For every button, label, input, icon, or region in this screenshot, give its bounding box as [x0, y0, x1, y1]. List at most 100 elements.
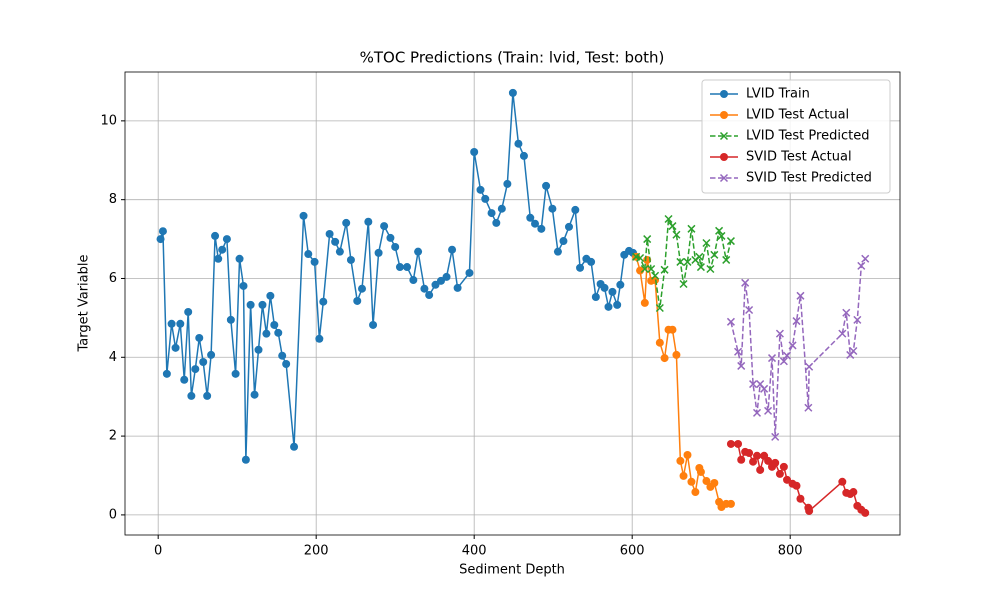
point	[409, 276, 418, 285]
point	[764, 406, 773, 415]
point	[346, 255, 355, 264]
point	[726, 499, 735, 508]
x-tick-label: 600	[620, 544, 645, 559]
point	[651, 271, 660, 280]
point	[369, 320, 378, 329]
point	[465, 268, 474, 277]
point	[643, 235, 652, 244]
point	[734, 439, 743, 448]
point	[782, 351, 792, 360]
point	[290, 442, 299, 451]
point	[492, 218, 501, 227]
point	[679, 279, 688, 289]
point	[176, 319, 185, 328]
point	[683, 451, 692, 460]
point	[470, 147, 479, 156]
point	[676, 456, 685, 465]
point	[687, 477, 696, 486]
point	[764, 456, 773, 465]
point	[695, 252, 704, 261]
x-tick-label: 400	[462, 544, 487, 559]
point	[749, 380, 758, 389]
point	[710, 478, 719, 487]
legend-marker	[720, 153, 728, 161]
legend-label: LVID Test Predicted	[746, 129, 869, 144]
point	[676, 257, 685, 266]
point	[241, 455, 250, 464]
point	[158, 227, 167, 236]
point	[167, 319, 176, 328]
legend-box	[701, 79, 891, 194]
point	[304, 250, 313, 259]
point	[838, 329, 847, 338]
point	[668, 325, 677, 334]
point	[849, 346, 858, 356]
point	[442, 272, 451, 281]
y-tick-label: 10	[100, 113, 117, 128]
point	[553, 247, 562, 256]
point	[805, 362, 814, 371]
point	[771, 458, 780, 467]
y-tick-label: 0	[109, 507, 117, 522]
point	[226, 315, 235, 324]
point	[191, 365, 200, 374]
point	[335, 247, 344, 256]
point	[636, 253, 645, 263]
point	[559, 237, 568, 246]
point	[218, 245, 227, 254]
point	[706, 264, 715, 274]
point	[715, 226, 724, 235]
point	[425, 291, 434, 300]
point	[604, 302, 613, 311]
point	[587, 257, 596, 266]
point	[842, 308, 851, 317]
point	[792, 481, 801, 490]
point	[299, 211, 308, 220]
point	[342, 218, 351, 227]
point	[853, 315, 862, 324]
point	[487, 209, 496, 218]
legend-label: SVID Test Predicted	[746, 171, 872, 186]
point	[660, 354, 669, 363]
point	[162, 369, 171, 378]
point	[184, 307, 193, 316]
point	[734, 347, 743, 356]
x-axis-label: Sediment Depth	[459, 563, 565, 578]
point	[672, 230, 681, 239]
point	[760, 384, 769, 393]
point	[391, 242, 400, 251]
point	[655, 338, 664, 347]
point	[775, 329, 784, 338]
point	[696, 263, 705, 272]
point	[788, 341, 797, 350]
point	[187, 391, 196, 400]
point	[672, 350, 681, 359]
point	[395, 263, 404, 272]
point	[613, 300, 622, 309]
legend-label: SVID Test Actual	[746, 150, 852, 165]
point	[726, 237, 735, 246]
point	[211, 231, 220, 240]
point	[437, 276, 446, 285]
point	[526, 213, 535, 222]
point	[353, 296, 362, 305]
point	[683, 257, 692, 266]
point	[278, 351, 287, 360]
series-line	[159, 92, 634, 460]
point	[222, 235, 231, 244]
point	[195, 333, 204, 342]
point	[497, 204, 506, 213]
point	[726, 439, 735, 448]
point	[756, 465, 765, 474]
series-line	[635, 256, 731, 509]
y-tick-label: 8	[109, 192, 117, 207]
point	[531, 219, 540, 228]
point	[745, 449, 754, 458]
point	[262, 329, 271, 338]
point	[849, 488, 858, 497]
point	[514, 139, 523, 148]
point	[591, 292, 600, 301]
point	[779, 357, 788, 366]
point	[481, 194, 490, 203]
chart-title: %TOC Predictions (Train: lvid, Test: bot…	[360, 49, 665, 67]
